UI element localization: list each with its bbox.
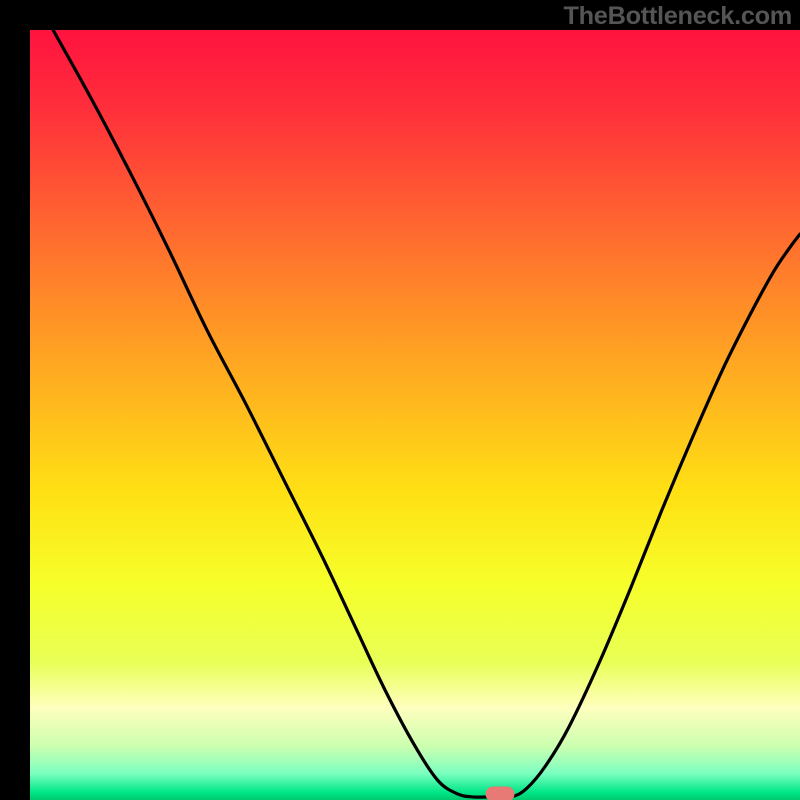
watermark-label: TheBottleneck.com <box>563 2 792 31</box>
plot-area <box>30 30 800 800</box>
bottleneck-curve-svg <box>30 30 800 800</box>
optimum-marker <box>485 786 514 800</box>
bottleneck-curve-line <box>53 30 800 798</box>
chart-stage: TheBottleneck.com <box>0 0 800 800</box>
